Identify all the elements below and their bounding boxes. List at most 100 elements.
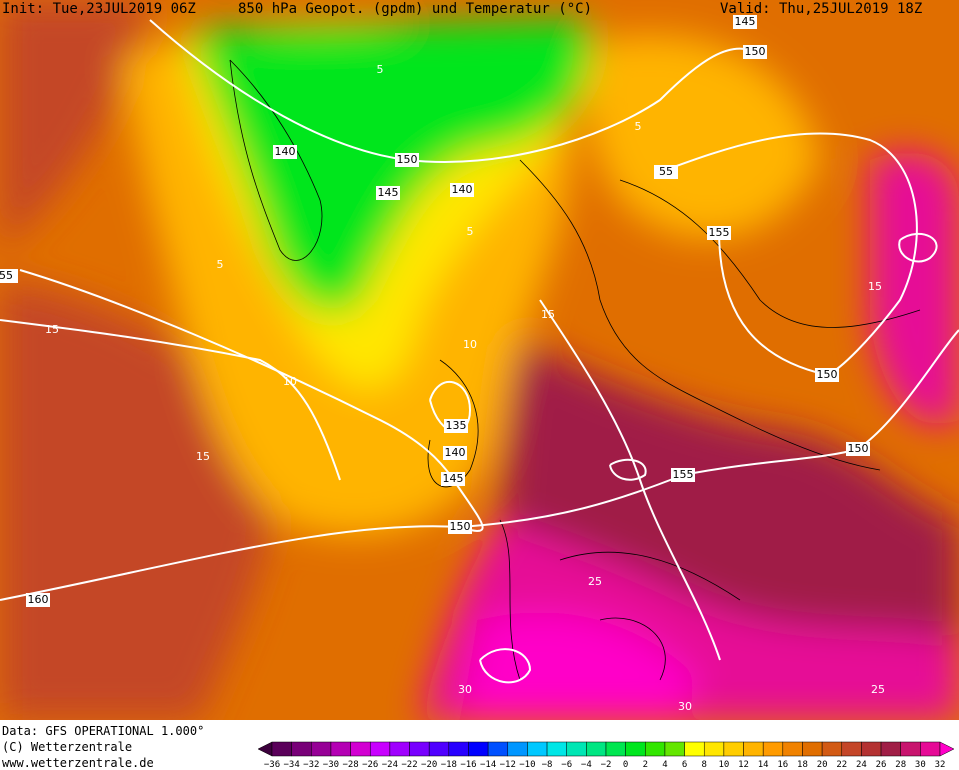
- height-label: 140: [275, 145, 296, 158]
- height-label-box: [733, 15, 757, 29]
- map-title: 850 hPa Geopot. (gpdm) und Temperatur (°…: [238, 1, 592, 17]
- colorbar-swatch: [625, 741, 646, 757]
- temperature-label: 15: [196, 450, 210, 463]
- height-label-box: [273, 145, 297, 159]
- footer: Data: GFS OPERATIONAL 1.000° (C) Wetterz…: [2, 724, 204, 770]
- height-label-box: [707, 226, 731, 240]
- temperature-label: 5: [377, 63, 384, 76]
- temperature-field: [0, 0, 959, 720]
- colorbar-arrow: [257, 741, 273, 757]
- colorbar-swatch: [920, 741, 941, 757]
- colorbar-label: −32: [303, 760, 319, 770]
- valid-time: Valid: Thu,25JUL2019 18Z: [720, 1, 922, 17]
- height-label: 55: [659, 165, 673, 178]
- colorbar-label: 2: [643, 760, 648, 770]
- height-label: 150: [848, 442, 869, 455]
- colorbar-swatch: [350, 741, 371, 757]
- colorbar-label: −4: [581, 760, 592, 770]
- colorbar-swatch: [428, 741, 450, 757]
- colorbar-swatch: [271, 741, 292, 757]
- colorbar-label: −6: [561, 760, 572, 770]
- height-label: 155: [709, 226, 730, 239]
- colorbar-swatch: [880, 741, 901, 757]
- colorbar-label: −14: [480, 760, 496, 770]
- temperature-label: 15: [45, 323, 59, 336]
- temperature-label: 10: [463, 338, 477, 351]
- colorbar-label: −26: [362, 760, 378, 770]
- colorbar-label: 20: [817, 760, 828, 770]
- colorbar-swatch: [527, 741, 548, 757]
- colorbar-swatch: [409, 741, 430, 757]
- temperature-label: 10: [283, 375, 297, 388]
- colorbar-label: 24: [856, 760, 867, 770]
- height-label-box: [815, 368, 839, 382]
- colorbar-swatch: [507, 741, 528, 757]
- colorbar-swatch: [743, 741, 764, 757]
- height-label: 150: [745, 45, 766, 58]
- height-label-box: [444, 419, 468, 433]
- height-label-box: [441, 472, 465, 486]
- colorbar-swatch: [605, 741, 626, 757]
- colorbar-label: −20: [421, 760, 437, 770]
- colorbar-label: 14: [758, 760, 769, 770]
- colorbar-arrow: [939, 741, 955, 757]
- height-label: 160: [28, 593, 49, 606]
- temperature-label: 25: [871, 683, 885, 696]
- colorbar-swatch: [762, 741, 784, 757]
- colorbar-swatch: [841, 741, 862, 757]
- colorbar-label: 32: [935, 760, 946, 770]
- colorbar-swatch: [782, 741, 803, 757]
- height-label-box: [0, 269, 18, 283]
- colorbar-label: 16: [777, 760, 788, 770]
- colorbar-swatch: [664, 741, 685, 757]
- height-label: 150: [450, 520, 471, 533]
- colorbar-label: 4: [662, 760, 667, 770]
- colorbar-swatch: [684, 741, 705, 757]
- colorbar-label: 26: [876, 760, 887, 770]
- colorbar-swatch: [291, 741, 312, 757]
- temperature-label: 5: [467, 225, 474, 238]
- temperature-label: 15: [868, 280, 882, 293]
- height-label-box: [846, 442, 870, 456]
- colorbar-swatch: [900, 741, 921, 757]
- colorbar-label: 6: [682, 760, 687, 770]
- colorbar-label: −28: [342, 760, 358, 770]
- colorbar-label: −8: [542, 760, 553, 770]
- height-label: 150: [817, 368, 838, 381]
- height-label: 150: [397, 153, 418, 166]
- colorbar-swatch: [723, 741, 744, 757]
- height-label-box: [395, 153, 419, 167]
- colorbar-label: −34: [284, 760, 300, 770]
- height-label-box: [376, 186, 400, 200]
- colorbar-label: 22: [836, 760, 847, 770]
- height-label: 135: [446, 419, 467, 432]
- colorbar-swatch: [369, 741, 391, 757]
- temperature-label: 25: [588, 575, 602, 588]
- colorbar-swatch: [566, 741, 587, 757]
- temperature-label: 5: [217, 258, 224, 271]
- colorbar-label: 18: [797, 760, 808, 770]
- website: www.wetterzentrale.de: [2, 756, 154, 770]
- colorbar-label: 10: [718, 760, 729, 770]
- coastlines: [229, 59, 921, 681]
- data-source: Data: GFS OPERATIONAL 1.000°: [2, 724, 204, 738]
- colorbar-swatch: [311, 741, 332, 757]
- height-label: 55: [0, 269, 13, 282]
- colorbar-label: −22: [401, 760, 417, 770]
- colorbar-swatch: [487, 741, 509, 757]
- colorbar-swatch: [821, 741, 843, 757]
- colorbar-label: −12: [500, 760, 516, 770]
- height-label: 140: [452, 183, 473, 196]
- colorbar-swatch: [703, 741, 725, 757]
- colorbar: −36 −34 −32 −30 −28 −26 −24 −22 −20 −18 −16 −14 −12−…: [257, 741, 955, 770]
- temperature-label: 5: [635, 120, 642, 133]
- temperature-label: 30: [458, 683, 472, 696]
- colorbar-label: −10: [519, 760, 535, 770]
- colorbar-label: 30: [915, 760, 926, 770]
- colorbar-swatch: [645, 741, 666, 757]
- colorbar-swatch: [861, 741, 882, 757]
- height-label: 145: [735, 15, 756, 28]
- height-label: 145: [443, 472, 464, 485]
